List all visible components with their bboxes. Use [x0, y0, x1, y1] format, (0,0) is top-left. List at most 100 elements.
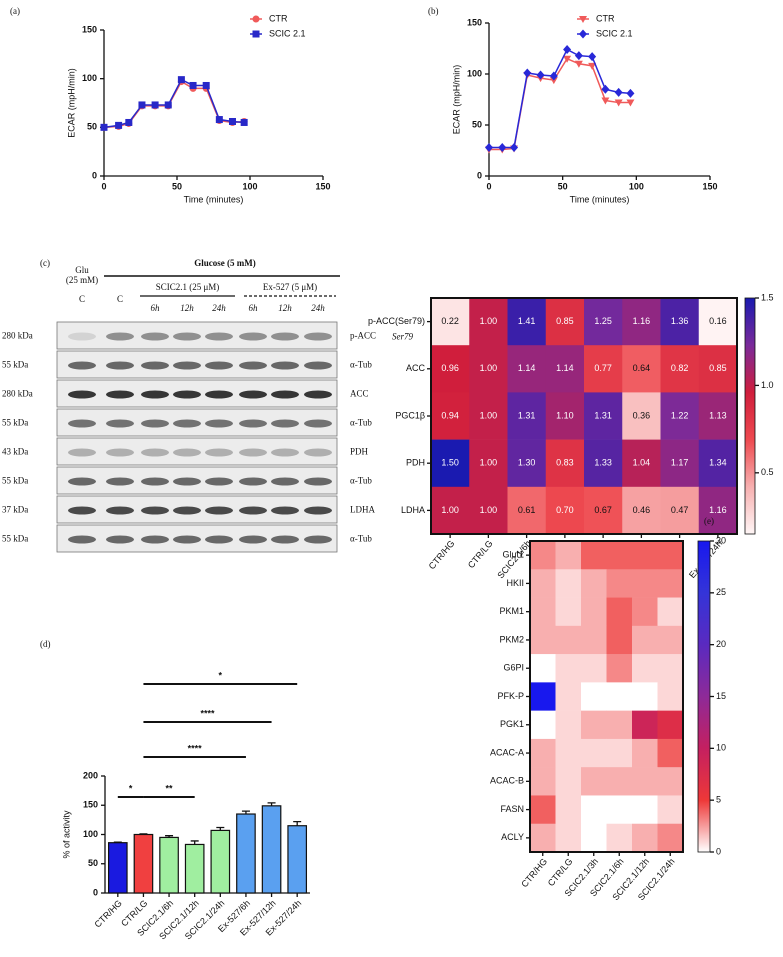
error-bar — [216, 826, 225, 831]
cell-label: 0.85 — [709, 363, 727, 373]
heatmap-cell — [660, 392, 700, 440]
heatmap-cell — [698, 392, 738, 440]
x-tick-label: 50 — [558, 181, 568, 191]
cell-label: 0.47 — [671, 505, 689, 515]
condition-label: (25 mM) — [66, 275, 98, 285]
band — [205, 506, 233, 515]
x-axis-label: Time (minutes) — [184, 194, 244, 204]
data-point — [202, 81, 210, 89]
band — [239, 535, 267, 544]
band — [141, 332, 169, 341]
x-tick-label: 50 — [172, 181, 182, 191]
heatmap-cell — [581, 767, 607, 796]
y-tick-label: 100 — [82, 73, 97, 83]
panel-label: (d) — [40, 639, 51, 649]
heatmap-cell — [530, 682, 556, 711]
heatmap-cell — [530, 569, 556, 598]
band — [271, 390, 299, 399]
heatmap-cell — [581, 541, 607, 570]
cell-label: 0.46 — [633, 505, 651, 515]
heatmap-cell — [581, 710, 607, 740]
row-label: ACC — [406, 363, 426, 373]
band — [271, 448, 299, 457]
lane-label: 12h — [180, 303, 194, 313]
kda-label: 280 kDa — [2, 389, 33, 399]
protein-label: LDHA — [350, 505, 375, 515]
cell-label: 0.94 — [441, 410, 459, 420]
band — [68, 506, 96, 515]
heatmap-cell — [698, 439, 738, 488]
data-point — [151, 101, 159, 109]
cell-label: 0.22 — [441, 316, 459, 326]
cell-label: 0.83 — [556, 458, 574, 468]
lane-label: 6h — [151, 303, 161, 313]
kda-label: 280 kDa — [2, 331, 33, 341]
x-axis-label: Time (minutes) — [570, 194, 630, 204]
data-point — [485, 142, 493, 152]
y-tick-label: 0 — [93, 887, 98, 897]
heatmap-cell — [555, 541, 582, 570]
heatmap-cell — [606, 710, 633, 740]
x-tick-label: 100 — [242, 181, 257, 191]
heatmap-cell — [555, 597, 582, 627]
heatmap-cell — [469, 439, 508, 488]
cell-label: 1.14 — [556, 363, 574, 373]
band — [106, 419, 134, 428]
heatmap-cell — [584, 345, 623, 393]
heatmap-cell — [581, 569, 607, 598]
data-point — [240, 118, 248, 126]
band — [141, 448, 169, 457]
panel-label: (b) — [428, 6, 439, 16]
row-label: ACAC-A — [490, 747, 524, 757]
heatmap-cell — [632, 569, 658, 598]
cell-label: 0.61 — [518, 505, 536, 515]
error-bar — [267, 802, 276, 806]
heatmap-cell — [530, 738, 556, 768]
x-tick-label: CTR/HG — [92, 898, 123, 929]
heatmap-cell — [698, 486, 738, 535]
y-tick-label: 50 — [88, 858, 98, 868]
column-label: CTR/HG — [519, 856, 549, 889]
heatmap-cell — [545, 392, 585, 440]
data-point — [614, 87, 623, 97]
band — [239, 477, 267, 486]
band — [141, 361, 169, 370]
heatmap-cell — [545, 486, 585, 535]
row-label: p-ACC(Ser79) — [368, 316, 425, 326]
colorbar-label: 25 — [716, 587, 726, 597]
heatmap-cell — [530, 541, 556, 570]
heatmap-cell — [469, 298, 508, 346]
cell-label: 1.31 — [518, 410, 536, 420]
x-tick-label: 150 — [315, 181, 330, 191]
heatmap-cell — [555, 795, 582, 825]
legend-label: SCIC 2.1 — [596, 28, 633, 38]
kda-label: 55 kDa — [2, 360, 28, 370]
y-tick-label: 200 — [83, 770, 98, 780]
y-tick-label: 150 — [82, 24, 97, 34]
heatmap-cell — [469, 345, 508, 393]
heatmap-cell — [507, 345, 547, 393]
blot-strip — [56, 437, 338, 466]
band — [304, 477, 332, 486]
y-tick-label: 50 — [87, 122, 97, 132]
heatmap-cell — [657, 569, 684, 598]
y-tick-label: 0 — [92, 170, 97, 180]
data-point — [601, 84, 610, 94]
band — [173, 535, 201, 544]
colorbar — [697, 540, 711, 853]
colorbar-label: 1.5 — [761, 292, 774, 302]
heatmap-cell — [632, 738, 658, 768]
colorbar-label: 15 — [716, 691, 726, 701]
data-point — [574, 60, 583, 68]
heatmap-cell — [657, 654, 684, 683]
heatmap-cell — [555, 738, 582, 768]
heatmap-cell — [431, 392, 470, 440]
cell-label: 0.67 — [594, 505, 612, 515]
heatmap-cell — [584, 439, 623, 488]
cell-label: 1.13 — [709, 410, 727, 420]
cell-label: 0.16 — [709, 316, 727, 326]
band — [239, 419, 267, 428]
row-label: G6PI — [503, 663, 524, 673]
heatmap-cell — [632, 597, 658, 627]
band — [271, 477, 299, 486]
